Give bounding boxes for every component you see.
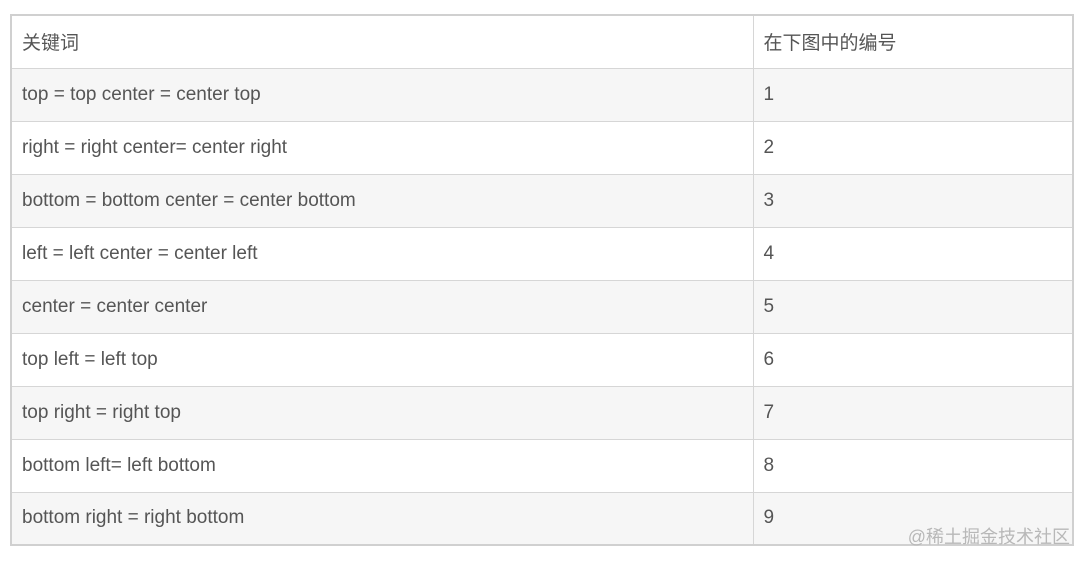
number-cell: 5 xyxy=(752,279,1074,334)
table-row: right = right center= center right 2 xyxy=(10,120,1074,175)
table-row: top = top center = center top 1 xyxy=(10,67,1074,122)
table-row: bottom = bottom center = center bottom 3 xyxy=(10,173,1074,228)
header-number: 在下图中的编号 xyxy=(752,14,1074,69)
keyword-cell: bottom = bottom center = center bottom xyxy=(10,173,754,228)
number-cell: 1 xyxy=(752,67,1074,122)
table-row: bottom right = right bottom 9 xyxy=(10,491,1074,546)
table-row: top right = right top 7 xyxy=(10,385,1074,440)
keyword-cell: center = center center xyxy=(10,279,754,334)
table-row: top left = left top 6 xyxy=(10,332,1074,387)
keyword-table: 关键词 在下图中的编号 top = top center = center to… xyxy=(10,14,1074,546)
number-cell: 8 xyxy=(752,438,1074,493)
table-row: center = center center 5 xyxy=(10,279,1074,334)
watermark: @稀土掘金技术社区 xyxy=(907,527,1070,547)
table-row: left = left center = center left 4 xyxy=(10,226,1074,281)
keyword-cell: bottom right = right bottom xyxy=(10,491,754,546)
table-header-row: 关键词 在下图中的编号 xyxy=(10,14,1074,69)
keyword-cell: top = top center = center top xyxy=(10,67,754,122)
number-cell: 3 xyxy=(752,173,1074,228)
keyword-cell: left = left center = center left xyxy=(10,226,754,281)
number-cell: 4 xyxy=(752,226,1074,281)
number-cell: 2 xyxy=(752,120,1074,175)
keyword-cell: top right = right top xyxy=(10,385,754,440)
number-cell: 9 xyxy=(752,491,1074,546)
keyword-cell: bottom left= left bottom xyxy=(10,438,754,493)
keyword-cell: top left = left top xyxy=(10,332,754,387)
keyword-cell: right = right center= center right xyxy=(10,120,754,175)
header-keyword: 关键词 xyxy=(10,14,754,69)
table-row: bottom left= left bottom 8 xyxy=(10,438,1074,493)
number-cell: 6 xyxy=(752,332,1074,387)
number-cell: 7 xyxy=(752,385,1074,440)
